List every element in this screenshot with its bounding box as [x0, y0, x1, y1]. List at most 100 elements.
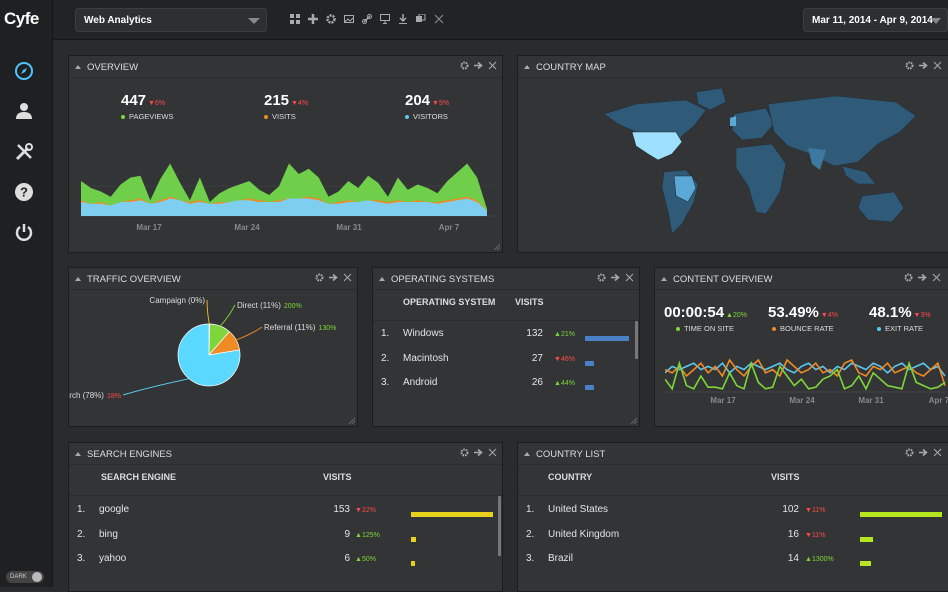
table-row[interactable]: 2. bing 9 ▲125% — [69, 529, 502, 549]
overview-area-chart: Mar 17 Mar 24 Mar 31 Apr 7 — [79, 163, 495, 232]
row-number: 2. — [77, 528, 86, 540]
widget-header[interactable]: CONTENT OVERVIEW — [655, 268, 948, 290]
table-row[interactable]: 1. United States 102 ▼11% — [518, 504, 948, 524]
gear-icon[interactable] — [597, 273, 606, 282]
close-icon[interactable] — [488, 448, 497, 457]
plus-icon[interactable] — [307, 13, 318, 24]
user-icon[interactable] — [13, 100, 35, 122]
world-map — [603, 87, 917, 235]
gear-icon[interactable] — [325, 13, 336, 24]
table-row[interactable]: 1. google 153 ▼22% — [69, 504, 502, 524]
image-icon[interactable] — [343, 13, 354, 24]
arrow-right-icon[interactable] — [611, 273, 620, 282]
table-row[interactable]: 1. Windows 132 ▲21% — [373, 328, 639, 348]
pie-label: Direct (11%) 200% — [237, 301, 302, 310]
close-icon[interactable] — [625, 273, 634, 282]
dark-mode-toggle[interactable]: DARK — [6, 571, 44, 583]
row-change: ▲125% — [355, 531, 380, 539]
logo[interactable]: Cyfe — [4, 9, 39, 28]
table-row[interactable]: 3. Brazil 14 ▲1300% — [518, 553, 948, 573]
country-list-widget: COUNTRY LIST COUNTRY VISITS 1. United Sta… — [517, 442, 948, 592]
widget-header[interactable]: COUNTRY LIST — [518, 443, 948, 465]
stat-label: TIME ON SITE — [684, 324, 735, 333]
collapse-icon[interactable] — [379, 277, 385, 281]
column-header[interactable]: VISITS — [515, 297, 544, 307]
arrow-right-icon[interactable] — [919, 61, 928, 70]
row-change: ▼46% — [554, 355, 575, 363]
widget-header[interactable]: TRAFFIC OVERVIEW — [69, 268, 357, 290]
stat-change: ▼6% — [148, 100, 166, 107]
row-bar — [585, 385, 594, 390]
collapse-icon[interactable] — [524, 65, 530, 69]
search-engines-widget: SEARCH ENGINES SEARCH ENGINE VISITS 1. go… — [68, 442, 503, 592]
table-row[interactable]: 2. United Kingdom 16 ▼11% — [518, 529, 948, 549]
stat-change: ▲20% — [726, 312, 747, 319]
column-header[interactable]: COUNTRY — [548, 472, 593, 482]
collapse-icon[interactable] — [75, 452, 81, 456]
tools-icon[interactable] — [13, 141, 35, 163]
date-range-picker[interactable]: Mar 11, 2014 - Apr 9, 2014 — [803, 8, 948, 32]
toolbar — [289, 13, 444, 24]
arrow-right-icon[interactable] — [329, 273, 338, 282]
row-visits: 9 — [344, 528, 350, 540]
close-icon[interactable] — [433, 13, 444, 24]
gear-icon[interactable] — [904, 273, 913, 282]
gear-icon[interactable] — [315, 273, 324, 282]
pie-slice[interactable] — [177, 323, 241, 387]
operating-systems-widget: OPERATING SYSTEMS OPERATING SYSTEM VISIT… — [372, 267, 640, 427]
help-icon[interactable]: ? — [13, 181, 35, 203]
close-icon[interactable] — [343, 273, 352, 282]
widget-header[interactable]: COUNTRY MAP — [518, 56, 948, 78]
arrow-right-icon[interactable] — [474, 61, 483, 70]
compass-icon[interactable] — [13, 60, 35, 82]
stat-value: 215 — [264, 92, 290, 109]
widget-header[interactable]: OPERATING SYSTEMS — [373, 268, 639, 290]
collapse-icon[interactable] — [661, 277, 667, 281]
date-range-text: Mar 11, 2014 - Apr 9, 2014 — [812, 15, 933, 26]
arrow-right-icon[interactable] — [918, 273, 927, 282]
row-number: 1. — [526, 504, 535, 515]
table-row[interactable]: 2. Macintosh 27 ▼46% — [373, 353, 639, 373]
table-row[interactable]: 3. yahoo 6 ▲50% — [69, 553, 502, 573]
arrow-right-icon[interactable] — [474, 448, 483, 457]
widget-header[interactable]: SEARCH ENGINES — [69, 443, 502, 465]
link-icon[interactable] — [361, 13, 372, 24]
row-change: ▲50% — [355, 556, 376, 563]
gear-icon[interactable] — [460, 61, 469, 70]
gear-icon[interactable] — [905, 448, 914, 457]
grid-icon[interactable] — [289, 13, 300, 24]
gear-icon[interactable] — [905, 61, 914, 70]
scrollbar[interactable] — [498, 496, 501, 556]
arrow-right-icon[interactable] — [919, 448, 928, 457]
download-icon[interactable] — [397, 13, 408, 24]
close-icon[interactable] — [933, 61, 942, 70]
exit-rate-line — [665, 362, 946, 377]
row-name: United States — [548, 504, 609, 515]
row-number: 3. — [381, 377, 390, 388]
x-tick-label: Mar 31 — [858, 396, 884, 405]
dashboard-select[interactable]: Web Analytics — [75, 8, 267, 32]
collapse-icon[interactable] — [75, 277, 81, 281]
table-row[interactable]: 3. Android 26 ▲44% — [373, 377, 639, 397]
row-bar — [411, 561, 415, 566]
row-visits: 14 — [787, 553, 799, 564]
stat-label: PAGEVIEWS — [129, 112, 174, 121]
close-icon[interactable] — [488, 61, 497, 70]
column-header[interactable]: VISITS — [771, 472, 800, 482]
row-name: United Kingdom — [548, 528, 620, 540]
close-icon[interactable] — [933, 448, 942, 457]
gear-icon[interactable] — [460, 448, 469, 457]
column-header[interactable]: SEARCH ENGINE — [101, 472, 177, 482]
close-icon[interactable] — [932, 273, 941, 282]
row-change: ▲44% — [554, 380, 575, 387]
copy-icon[interactable] — [415, 13, 426, 24]
scrollbar[interactable] — [635, 321, 638, 359]
power-icon[interactable] — [13, 221, 35, 243]
monitor-icon[interactable] — [379, 13, 390, 24]
collapse-icon[interactable] — [524, 452, 530, 456]
collapse-icon[interactable] — [75, 65, 81, 69]
widget-header[interactable]: OVERVIEW — [69, 56, 502, 78]
column-header[interactable]: OPERATING SYSTEM — [403, 297, 496, 307]
row-number: 1. — [381, 328, 390, 339]
column-header[interactable]: VISITS — [323, 472, 352, 482]
